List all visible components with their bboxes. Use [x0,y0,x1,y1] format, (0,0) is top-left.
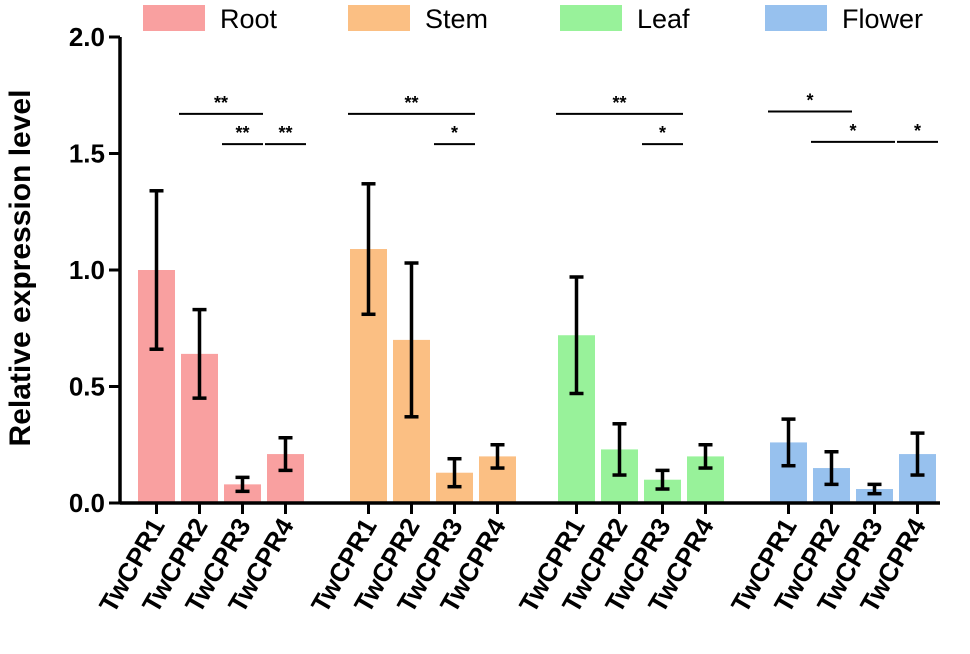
y-tick-label: 0.0 [69,488,105,518]
significance-label: ** [278,123,292,143]
significance-label: * [849,121,856,141]
y-tick-label: 0.5 [69,372,105,402]
significance-label: * [914,121,921,141]
bars [138,249,936,503]
significance-label: ** [404,93,418,113]
significance-label: * [806,91,813,111]
legend-label-stem: Stem [425,4,488,34]
significance-label: ** [214,93,228,113]
legend-label-root: Root [220,4,278,34]
legend-swatch-root [143,5,205,31]
legend-swatch-stem [348,5,410,31]
significance-label: ** [612,93,626,113]
bar-leaf-twcpr3 [644,479,681,503]
significance-markers: **** ********** * [179,91,938,146]
legend-swatch-flower [765,5,827,31]
error-bars [149,182,925,496]
bar-root-twcpr3 [224,484,261,503]
significance-label: ** [235,123,249,143]
significance-label: * [451,123,458,143]
y-axis-label: Relative expression level [4,90,37,447]
y-tick-label: 1.5 [69,139,105,169]
legend-swatch-leaf [560,5,622,31]
y-tick-label: 2.0 [69,22,105,52]
legend: Root Stem Leaf Flower [143,4,923,34]
legend-label-leaf: Leaf [637,4,690,34]
significance-label: * [659,123,666,143]
y-tick-label: 1.0 [69,255,105,285]
bar-flower-twcpr3 [856,489,893,503]
legend-label-flower: Flower [842,4,923,34]
